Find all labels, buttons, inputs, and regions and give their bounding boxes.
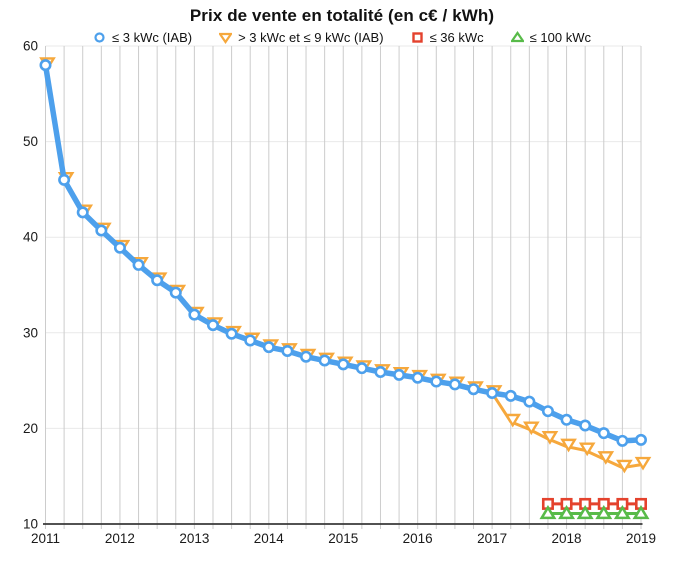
circle-marker-icon [94, 32, 105, 43]
series-triangle-down [39, 57, 652, 474]
y-tick-label: 40 [23, 230, 38, 245]
x-axis-labels: 2011 2012 2013 2014 2015 2016 2017 2018 2019 [31, 531, 656, 546]
series-circle [39, 59, 647, 447]
x-tick-label: 2011 [31, 531, 60, 546]
legend-label: ≤ 3 kWc (IAB) [112, 30, 193, 45]
legend-item-3to9kwc: > 3 kWc et ≤ 9 kWc (IAB) [219, 30, 384, 45]
legend-label: ≤ 36 kWc [429, 30, 484, 45]
vertical-gridlines [45, 46, 642, 529]
legend-item-100kwc: ≤ 100 kWc [510, 30, 591, 45]
y-tick-label: 10 [23, 517, 38, 532]
y-tick-label: 60 [23, 39, 38, 54]
x-tick-label: 2018 [552, 531, 582, 546]
y-tick-label: 50 [23, 134, 38, 149]
x-tick-label: 2015 [328, 531, 358, 546]
legend: ≤ 3 kWc (IAB) > 3 kWc et ≤ 9 kWc (IAB) ≤… [0, 29, 684, 46]
x-tick-label: 2014 [254, 531, 285, 546]
chart-title: Prix de vente en totalité (en c€ / kWh) [189, 6, 495, 25]
legend-item-36kwc: ≤ 36 kWc [411, 30, 484, 45]
square-marker-icon [411, 32, 423, 43]
triangle-down-marker-icon [219, 32, 233, 44]
y-tick-label: 20 [23, 421, 38, 436]
legend-label: ≤ 100 kWc [529, 30, 591, 45]
triangle-up-marker-icon [510, 31, 524, 43]
x-tick-label: 2013 [179, 531, 209, 546]
x-tick-label: 2017 [477, 531, 507, 546]
x-tick-label: 2012 [105, 531, 135, 546]
legend-item-3kwc: ≤ 3 kWc (IAB) [93, 30, 192, 45]
legend-label: > 3 kWc et ≤ 9 kWc (IAB) [238, 30, 384, 45]
series-triangle-up [539, 504, 650, 520]
x-tick-label: 2016 [403, 531, 433, 546]
y-tick-label: 30 [23, 325, 38, 340]
series-square [541, 497, 647, 510]
y-axis-labels: 10 20 30 40 50 60 [23, 39, 38, 532]
x-tick-label: 2019 [626, 531, 656, 546]
